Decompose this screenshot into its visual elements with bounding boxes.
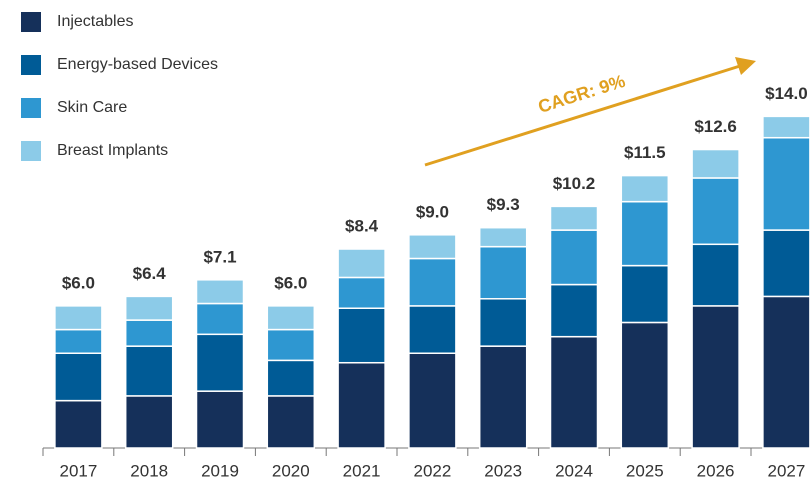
legend-label: Energy-based Devices	[57, 56, 218, 73]
total-label: $6.0	[62, 273, 95, 292]
total-label: $8.4	[345, 217, 379, 236]
bar-segment	[337, 248, 386, 279]
bar-segment	[54, 399, 103, 449]
bar-segment	[691, 243, 740, 307]
total-label: $7.1	[203, 247, 236, 266]
x-tick-label: 2022	[413, 461, 451, 480]
x-tick-label: 2024	[555, 461, 593, 480]
total-label: $14.0	[765, 84, 808, 103]
bar-segment	[195, 302, 245, 336]
bar-segment	[691, 148, 740, 179]
bar-segment	[195, 390, 245, 449]
bar-segment	[337, 307, 386, 364]
bar-segment	[691, 177, 740, 246]
bar-segment	[620, 200, 670, 267]
bar-segment	[762, 136, 810, 231]
bar-segment	[762, 229, 810, 298]
bar-segment	[124, 345, 174, 397]
cagr-arrowhead	[735, 57, 756, 75]
bar-segment	[54, 305, 103, 331]
bar-segment	[195, 279, 245, 305]
bar-segment	[124, 395, 174, 449]
x-tick-label: 2025	[626, 461, 664, 480]
x-tick-label: 2023	[484, 461, 522, 480]
bar-segment	[549, 283, 599, 338]
cagr-label: CAGR: 9%	[536, 71, 628, 117]
total-label: $11.5	[624, 143, 666, 162]
legend-swatch	[21, 12, 41, 32]
total-label: $10.2	[553, 174, 596, 193]
bar-segment	[691, 305, 740, 449]
x-tick-label: 2021	[343, 461, 381, 480]
bar-segment	[408, 305, 457, 354]
x-tick-label: 2018	[130, 461, 168, 480]
bar-segment	[337, 276, 386, 309]
bar-segment	[266, 305, 316, 331]
legend-label: Breast Implants	[57, 142, 168, 159]
bar-segment	[195, 333, 245, 392]
bar-segment	[124, 319, 174, 347]
bar-segment	[478, 245, 528, 300]
bar-segment	[549, 205, 599, 231]
legend-swatch	[21, 98, 41, 118]
bar-segment	[54, 328, 103, 354]
cagr-arrow	[424, 64, 741, 167]
x-tick-label: 2020	[272, 461, 310, 480]
total-label: $9.0	[416, 202, 449, 221]
bar-segment	[478, 226, 528, 248]
bar-segment	[620, 321, 670, 449]
x-tick-label: 2027	[767, 461, 805, 480]
bar-segment	[549, 335, 599, 449]
bar-segment	[408, 352, 457, 449]
total-label: $9.3	[487, 195, 520, 214]
bar-segment	[266, 359, 316, 397]
total-label: $12.6	[694, 117, 737, 136]
bar-segment	[478, 298, 528, 347]
x-tick-label: 2019	[201, 461, 239, 480]
bar-segment	[337, 361, 386, 449]
legend-label: Injectables	[57, 13, 134, 30]
bar-segment	[124, 295, 174, 321]
x-tick-label: 2026	[697, 461, 735, 480]
bar-segment	[762, 295, 810, 449]
total-label: $6.0	[274, 273, 307, 292]
bar-segment	[478, 345, 528, 449]
bar-segment	[266, 328, 316, 362]
bar-segment	[408, 234, 457, 260]
total-label: $6.4	[133, 264, 167, 283]
legend-swatch	[21, 141, 41, 161]
bar-segment	[762, 115, 810, 139]
bar-segment	[620, 174, 670, 203]
bar-segment	[549, 229, 599, 286]
legend-swatch	[21, 55, 41, 75]
bar-segment	[266, 395, 316, 449]
bar-segment	[54, 352, 103, 402]
bar-segment	[620, 264, 670, 324]
x-tick-label: 2017	[59, 461, 97, 480]
legend-label: Skin Care	[57, 99, 127, 116]
bar-segment	[408, 257, 457, 307]
